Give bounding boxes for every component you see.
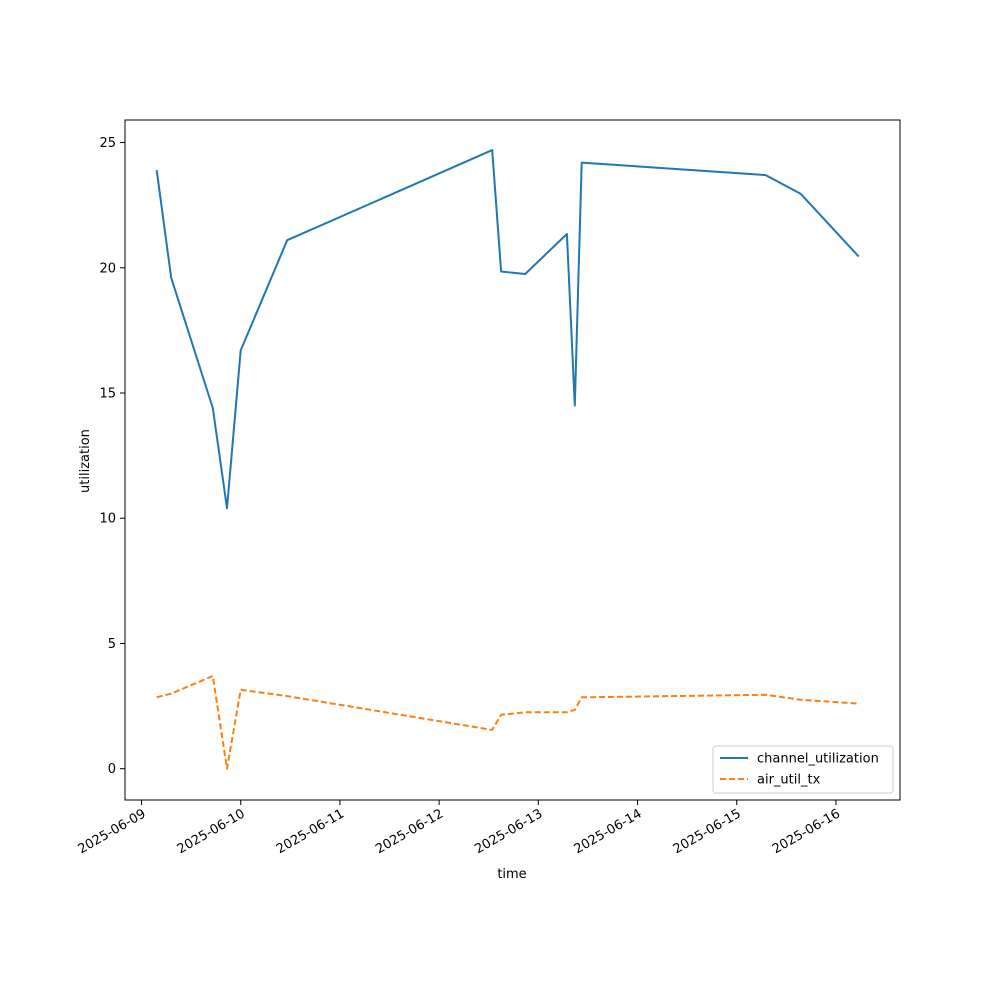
plot-area — [125, 120, 900, 800]
legend-label-air-util-tx: air_util_tx — [757, 773, 821, 788]
y-axis-label: utilization — [78, 429, 93, 493]
plot-frame — [124, 119, 901, 801]
y-axis: 0 5 10 15 20 25 — [99, 136, 125, 777]
y-tick-label: 5 — [108, 637, 116, 652]
x-axis-label: time — [497, 867, 526, 882]
legend: channel_utilization air_util_tx — [712, 745, 894, 794]
legend-label-channel-utilization: channel_utilization — [757, 752, 879, 767]
y-tick-label: 10 — [99, 512, 116, 527]
series-layer — [155, 149, 860, 770]
series-line-air-util-tx — [156, 675, 859, 770]
y-tick-label: 25 — [99, 136, 116, 151]
y-tick-label: 15 — [99, 387, 116, 402]
series-line-channel-utilization — [155, 149, 860, 510]
y-tick-label: 0 — [108, 762, 116, 777]
legend-box — [712, 745, 894, 794]
y-tick-label: 20 — [99, 261, 116, 276]
